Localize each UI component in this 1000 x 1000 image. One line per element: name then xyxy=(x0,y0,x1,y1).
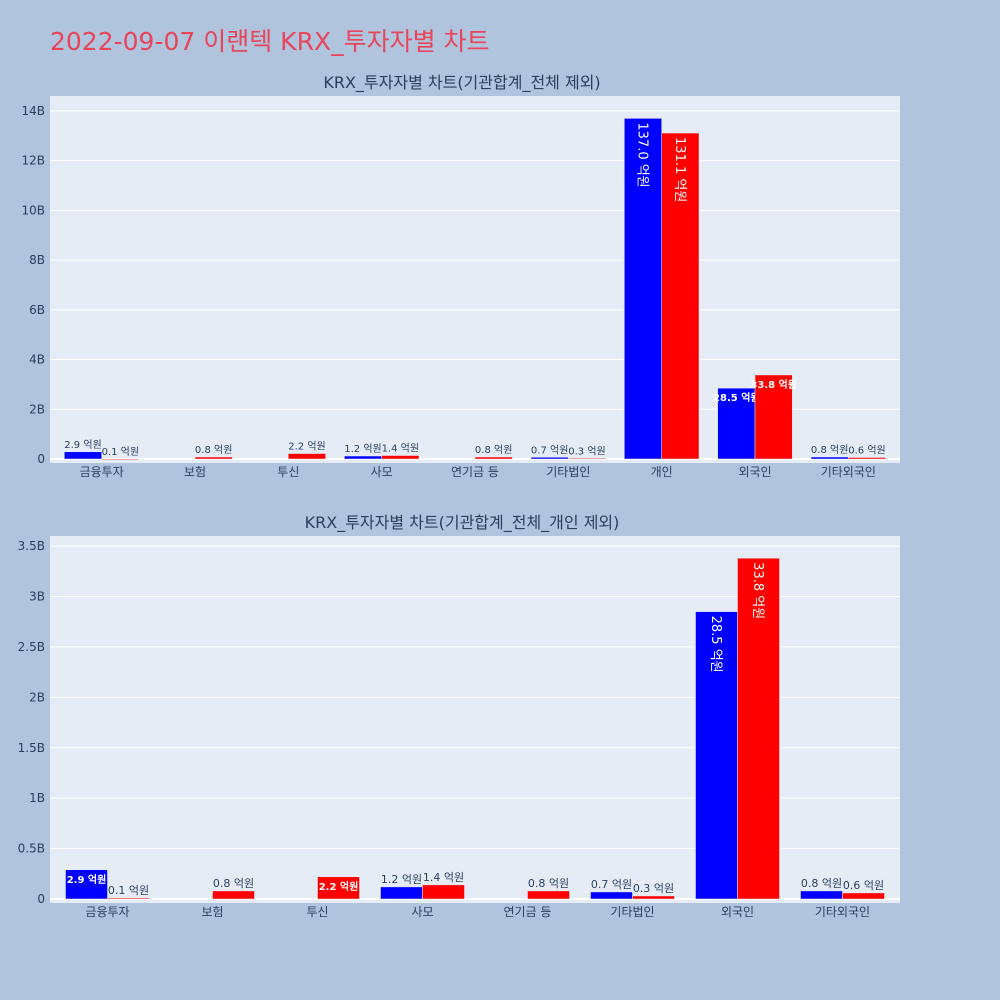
y-tick-label: 14B xyxy=(21,104,45,118)
bar xyxy=(474,456,513,460)
x-tick-label: 외국인 xyxy=(721,905,754,919)
data-label: 2.2 억원 xyxy=(288,441,325,453)
data-label: 0.8 억원 xyxy=(811,444,848,456)
data-label: 28.5 억원 xyxy=(708,616,723,673)
x-tick-label: 개인 xyxy=(651,465,673,479)
bar xyxy=(737,557,780,900)
y-tick-label: 1.5B xyxy=(18,741,45,755)
bar xyxy=(590,891,633,900)
data-label: 0.6 억원 xyxy=(848,445,885,457)
bar xyxy=(422,884,465,900)
bar xyxy=(842,892,885,900)
bar xyxy=(695,611,738,900)
page-title: 2022-09-07 이랜텍 KRX_투자자별 차트 xyxy=(50,27,490,56)
bar xyxy=(380,886,423,900)
data-label: 0.7 억원 xyxy=(531,444,568,456)
chart-title: KRX_투자자별 차트(기관합계_전체_개인 제외) xyxy=(305,513,620,533)
data-label: 0.6 억원 xyxy=(843,879,884,892)
bar xyxy=(194,456,233,460)
y-tick-label: 0 xyxy=(37,452,45,466)
data-label: 0.8 억원 xyxy=(195,444,232,456)
x-tick-label: 기타법인 xyxy=(546,465,590,479)
x-tick-label: 사모 xyxy=(371,465,393,479)
bar xyxy=(624,118,662,460)
x-tick-label: 투신 xyxy=(306,905,328,919)
data-label: 33.8 억원 xyxy=(750,378,797,391)
data-label: 0.7 억원 xyxy=(591,878,632,891)
bar xyxy=(568,458,606,460)
y-tick-label: 8B xyxy=(29,253,45,267)
investor-chart-total: KRX_투자자별 차트(기관합계_전체 제외) 0 2B 4B 6B 8B 10B 12B 14… xyxy=(21,73,900,479)
y-tick-label: 2.5B xyxy=(18,640,45,654)
data-label: 2.9 억원 xyxy=(67,873,107,886)
y-tick-label: 2B xyxy=(29,402,45,416)
x-tick-label: 금융투자 xyxy=(80,465,124,479)
bar xyxy=(527,890,570,900)
data-label: 1.4 억원 xyxy=(423,871,464,884)
x-tick-label: 보험 xyxy=(201,905,223,919)
x-tick-label: 기타법인 xyxy=(610,905,654,919)
data-label: 0.8 억원 xyxy=(528,877,569,890)
data-label: 137.0 억원 xyxy=(634,122,649,187)
y-tick-label: 0 xyxy=(37,892,45,906)
bar xyxy=(317,876,360,900)
x-tick-label: 금융투자 xyxy=(85,905,129,919)
y-tick-label: 6B xyxy=(29,303,45,317)
investor-chart-excl-individual: KRX_투자자별 차트(기관합계_전체_개인 제외) 0 0.5B 1B 1.5B 2B 2… xyxy=(18,513,900,919)
x-tick-label: 연기금 등 xyxy=(451,465,499,479)
x-tick-label: 보험 xyxy=(184,465,206,479)
bar xyxy=(288,453,326,460)
x-tick-label: 사모 xyxy=(411,905,433,919)
data-label: 1.2 억원 xyxy=(344,443,381,455)
x-tick-label: 외국인 xyxy=(738,465,771,479)
y-tick-label: 1B xyxy=(29,791,45,805)
data-label: 0.8 억원 xyxy=(475,444,512,456)
chart-title: KRX_투자자별 차트(기관합계_전체 제외) xyxy=(323,73,600,93)
data-label: 28.5 억원 xyxy=(713,391,760,404)
y-tick-label: 2B xyxy=(29,690,45,704)
bar xyxy=(800,890,843,900)
data-label: 2.9 억원 xyxy=(64,439,101,451)
data-label: 0.8 억원 xyxy=(213,877,254,890)
x-tick-label: 기타외국인 xyxy=(815,905,870,919)
data-label: 0.3 억원 xyxy=(568,445,605,457)
data-label: 1.2 억원 xyxy=(381,873,422,886)
bar xyxy=(754,374,793,460)
y-tick-label: 3.5B xyxy=(18,539,45,553)
y-tick-label: 10B xyxy=(21,203,45,217)
x-tick-label: 기타외국인 xyxy=(821,465,876,479)
bar xyxy=(64,451,102,460)
bar xyxy=(661,132,700,460)
bar xyxy=(101,458,140,460)
data-label: 0.1 억원 xyxy=(102,446,139,458)
x-tick-label: 연기금 등 xyxy=(504,905,552,919)
bar xyxy=(381,455,420,460)
data-label: 2.2 억원 xyxy=(319,880,359,893)
data-label: 0.1 억원 xyxy=(108,884,149,897)
data-label: 0.3 억원 xyxy=(633,882,674,895)
y-tick-label: 12B xyxy=(21,154,45,168)
bar xyxy=(848,457,886,460)
data-label: 1.4 억원 xyxy=(382,443,419,455)
x-tick-label: 투신 xyxy=(277,465,299,479)
data-label: 0.8 억원 xyxy=(801,877,842,890)
data-label: 131.1 억원 xyxy=(672,137,687,202)
y-tick-label: 4B xyxy=(29,353,45,367)
bar xyxy=(65,869,108,900)
bar xyxy=(632,895,675,900)
y-tick-label: 0.5B xyxy=(18,842,45,856)
data-label: 33.8 억원 xyxy=(750,562,765,619)
bar xyxy=(107,897,150,900)
y-tick-label: 3B xyxy=(29,590,45,604)
bar xyxy=(212,890,255,900)
